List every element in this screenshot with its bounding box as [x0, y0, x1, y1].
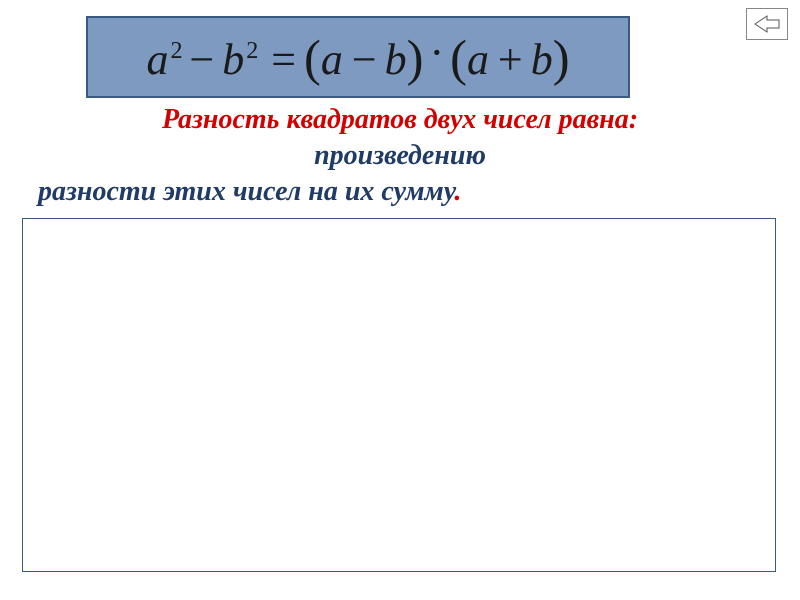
paren-r1: )	[407, 29, 424, 87]
paren-l1: (	[304, 29, 321, 87]
op-minus2: −	[349, 34, 379, 85]
paren-l2: (	[450, 29, 467, 87]
op-eq: =	[268, 34, 298, 85]
heading-line-2: произведению	[0, 140, 800, 172]
var-a3: a	[467, 34, 489, 85]
formula-box: a 2 − b 2 = ( a − b ) · ( a + b )	[86, 16, 630, 98]
heading-line-1: Разность квадратов двух чисел равна:	[0, 104, 800, 136]
sup-2: 2	[170, 37, 182, 65]
var-a2: a	[321, 34, 343, 85]
var-b: b	[222, 34, 244, 85]
heading-line-1-text: Разность квадратов двух чисел равна:	[162, 104, 638, 135]
formula-text: a 2 − b 2 = ( a − b ) · ( a + b )	[146, 28, 569, 86]
heading-line-3-text: разности этих чисел на их сумму	[38, 176, 454, 207]
back-button[interactable]	[746, 8, 788, 40]
slide: a 2 − b 2 = ( a − b ) · ( a + b ) Разно	[0, 0, 800, 600]
heading-line-3: разности этих чисел на их сумму.	[0, 176, 800, 208]
op-plus: +	[495, 34, 525, 85]
sup-2b: 2	[246, 37, 258, 65]
paren-r2: )	[553, 29, 570, 87]
heading-line-3-period: .	[454, 176, 461, 207]
op-dot: ·	[429, 27, 444, 78]
heading-line-2-text: произведению	[314, 140, 486, 171]
content-area	[22, 218, 776, 572]
back-arrow-icon	[753, 14, 781, 34]
op-minus: −	[187, 34, 217, 85]
var-b3: b	[531, 34, 553, 85]
var-b2: b	[385, 34, 407, 85]
var-a: a	[146, 34, 168, 85]
